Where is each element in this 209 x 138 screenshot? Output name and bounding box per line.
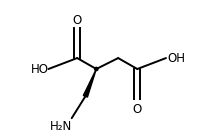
Text: H₂N: H₂N [50,120,72,132]
Polygon shape [83,69,96,97]
Circle shape [95,67,98,71]
Text: HO: HO [31,63,48,75]
Text: O: O [133,103,142,116]
Text: OH: OH [167,52,185,65]
Text: O: O [73,14,82,27]
